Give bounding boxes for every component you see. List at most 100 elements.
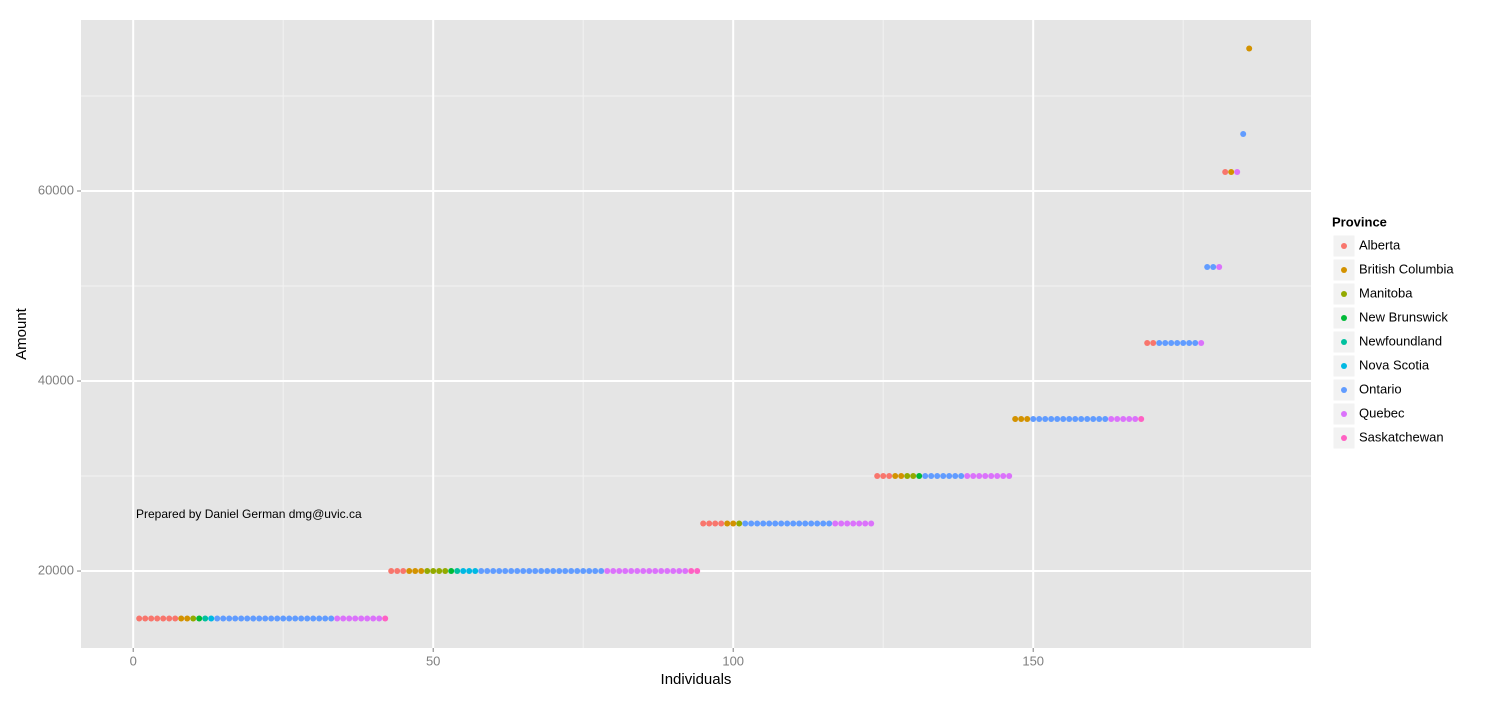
point [556,568,563,575]
point [418,568,425,575]
legend-marker [1341,435,1347,441]
point [352,615,359,622]
point [1204,264,1211,271]
point [634,568,641,575]
point [1072,416,1079,423]
grid [81,20,1311,648]
point [466,568,473,575]
point [820,520,827,527]
point [1006,473,1013,480]
point [550,568,557,575]
point [1168,340,1175,347]
point [976,473,983,480]
legend-label: Alberta [1359,237,1401,252]
point [502,568,509,575]
point [1060,416,1067,423]
point [208,615,215,622]
point [514,568,521,575]
point [832,520,839,527]
legend-marker [1341,387,1347,393]
point [172,615,179,622]
point [1150,340,1157,347]
legend-label: Ontario [1359,381,1402,396]
legend-marker [1341,339,1347,345]
point [1156,340,1163,347]
point [484,568,491,575]
x-tick-label: 0 [130,653,137,668]
point [472,568,479,575]
point [292,615,299,622]
point [184,615,191,622]
point [760,520,767,527]
point [1108,416,1115,423]
point [166,615,173,622]
point [586,568,593,575]
point [784,520,791,527]
point [988,473,995,480]
point [1144,340,1151,347]
point [520,568,527,575]
point [1078,416,1085,423]
point [1186,340,1193,347]
point [1102,416,1109,423]
point [922,473,929,480]
point [916,473,923,480]
point [196,615,203,622]
point [676,568,683,575]
point [244,615,251,622]
point [598,568,605,575]
point [214,615,221,622]
point [346,615,353,622]
point [256,615,263,622]
point [766,520,773,527]
point [412,568,419,575]
point [142,615,149,622]
point [796,520,803,527]
point [508,568,515,575]
legend-label: Manitoba [1359,285,1413,300]
point [226,615,233,622]
point [1132,416,1139,423]
point [322,615,329,622]
point [706,520,713,527]
point [730,520,737,527]
x-tick-label: 100 [722,653,744,668]
point [772,520,779,527]
point [886,473,893,480]
point [304,615,311,622]
point [376,615,383,622]
point [148,615,155,622]
point [1048,416,1055,423]
point [946,473,953,480]
point [460,568,467,575]
point [610,568,617,575]
point [844,520,851,527]
point [1192,340,1199,347]
point [736,520,743,527]
point [664,568,671,575]
point [562,568,569,575]
point [442,568,449,575]
point [1030,416,1037,423]
point [640,568,647,575]
point [538,568,545,575]
point [646,568,653,575]
point [790,520,797,527]
plot-panel [81,20,1311,648]
point [316,615,323,622]
point [448,568,455,575]
point [628,568,635,575]
legend-label: Saskatchewan [1359,429,1444,444]
y-tick-label: 40000 [38,372,74,387]
point [1234,169,1241,176]
point [694,568,701,575]
point [826,520,833,527]
point [1240,131,1247,138]
point [928,473,935,480]
point [856,520,863,527]
point [1246,45,1253,52]
legend-label: Newfoundland [1359,333,1442,348]
legend-marker [1341,267,1347,273]
point [532,568,539,575]
point [1066,416,1073,423]
